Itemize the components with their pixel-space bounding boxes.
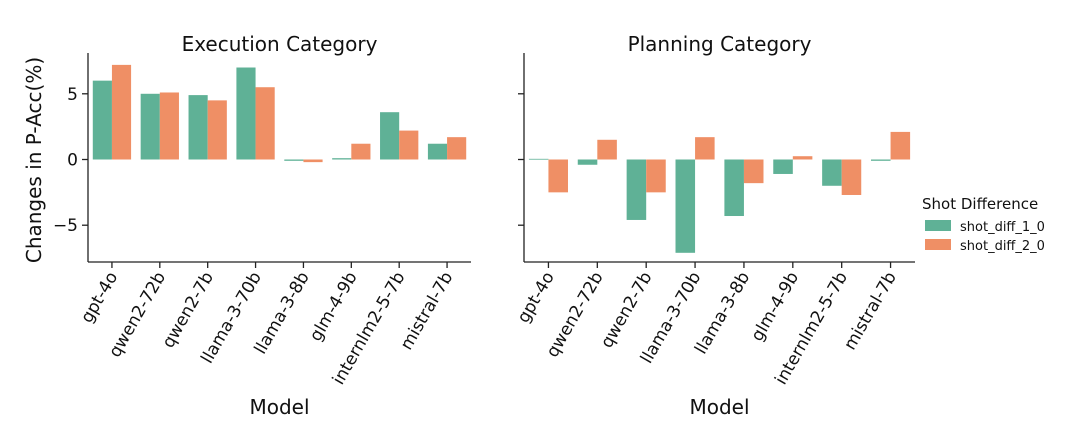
execution-bar-shot_diff_2_0-llama-3-70b <box>255 87 275 160</box>
planning-bar-shot_diff_1_0-llama-3-70b <box>675 159 696 253</box>
planning-bar-shot_diff_1_0-qwen2-7b <box>626 159 647 220</box>
y-tick-label: 0 <box>67 151 78 171</box>
planning-bar-shot_diff_1_0-internlm2-5-7b <box>822 159 842 186</box>
execution-bar-shot_diff_1_0-internlm2-5-7b <box>380 112 400 160</box>
planning-bar-shot_diff_1_0-mistral-7b <box>871 159 891 161</box>
planning-bar-shot_diff_2_0-mistral-7b <box>890 131 911 160</box>
planning-panel-title: Planning Category <box>628 32 812 56</box>
execution-bar-shot_diff_2_0-glm-4-9b <box>351 143 371 160</box>
y-tick-label: −5 <box>53 216 78 236</box>
execution-bar-shot_diff_2_0-internlm2-5-7b <box>399 130 419 160</box>
execution-bar-shot_diff_1_0-glm-4-9b <box>332 158 352 160</box>
execution-bar-shot_diff_2_0-mistral-7b <box>447 137 467 160</box>
planning-bar-shot_diff_1_0-gpt-4o <box>528 158 549 160</box>
legend-label-shot_diff_2_0: shot_diff_2_0 <box>960 239 1045 254</box>
planning-bar-shot_diff_1_0-llama-3-8b <box>724 159 744 217</box>
legend-swatch-shot_diff_1_0 <box>925 220 951 231</box>
execution-x-tick-label-gpt-4o: gpt-4o <box>77 269 122 327</box>
planning-bar-shot_diff_2_0-internlm2-5-7b <box>841 159 862 195</box>
execution-bar-shot_diff_2_0-qwen2-72b <box>159 92 179 160</box>
y-axis-label: Changes in P-Acc(%) <box>22 57 46 263</box>
y-tick-label: 5 <box>67 85 78 105</box>
legend-label-shot_diff_1_0: shot_diff_1_0 <box>960 220 1045 235</box>
planning-bar-shot_diff_2_0-glm-4-9b <box>792 156 813 160</box>
execution-x-tick-label-glm-4-9b: glm-4-9b <box>306 269 362 345</box>
planning-x-tick-label-glm-4-9b: glm-4-9b <box>747 269 803 345</box>
planning-bar-shot_diff_1_0-glm-4-9b <box>773 159 793 174</box>
planning-x-axis-label: Model <box>689 395 749 419</box>
execution-bar-shot_diff_1_0-mistral-7b <box>427 143 448 160</box>
legend-swatch-shot_diff_2_0 <box>925 239 951 250</box>
execution-bar-shot_diff_2_0-llama-3-8b <box>303 159 323 163</box>
planning-bar-shot_diff_2_0-qwen2-7b <box>646 159 666 193</box>
planning-x-tick-label-gpt-4o: gpt-4o <box>514 269 559 327</box>
planning-bar-shot_diff_2_0-llama-3-70b <box>695 137 715 160</box>
planning-bar-shot_diff_1_0-qwen2-72b <box>577 159 598 165</box>
execution-panel-title: Execution Category <box>182 32 378 56</box>
planning-bar-shot_diff_2_0-gpt-4o <box>548 159 568 193</box>
legend-title: Shot Difference <box>922 195 1038 213</box>
execution-bar-shot_diff_2_0-qwen2-7b <box>207 100 227 160</box>
execution-bar-shot_diff_2_0-gpt-4o <box>111 64 132 160</box>
planning-bar-shot_diff_2_0-qwen2-72b <box>597 139 617 160</box>
execution-bar-shot_diff_1_0-llama-3-8b <box>284 159 304 161</box>
execution-bar-shot_diff_1_0-llama-3-70b <box>236 67 256 160</box>
execution-bar-shot_diff_1_0-qwen2-72b <box>140 93 160 160</box>
execution-bar-shot_diff_1_0-gpt-4o <box>92 80 112 160</box>
execution-bar-shot_diff_1_0-qwen2-7b <box>188 95 208 160</box>
planning-bar-shot_diff_2_0-llama-3-8b <box>743 159 764 184</box>
execution-x-axis-label: Model <box>249 395 309 419</box>
